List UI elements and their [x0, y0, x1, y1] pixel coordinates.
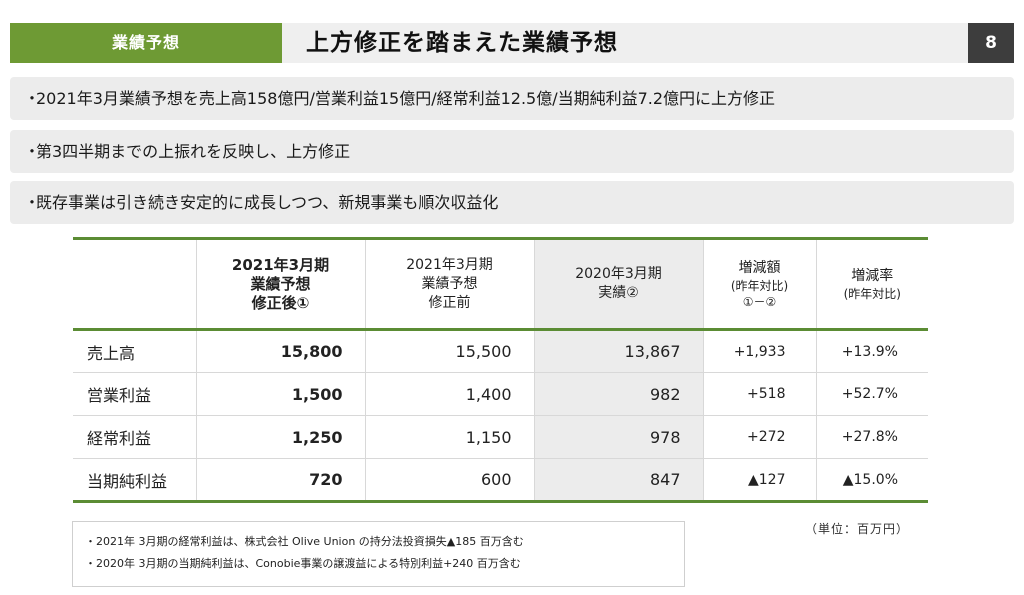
forecast-table: 2021年3月期 業績予想 修正後① 2021年3月期 業績予想 修正前 202… — [73, 237, 928, 503]
header-cell-rate: 増減率 (昨年対比) — [816, 238, 928, 331]
cell-revised: 15,800 — [196, 329, 366, 373]
bullet-item: 2021年3月業績予想を売上高158億円/営業利益15億円/経常利益12.5億/… — [10, 77, 1014, 120]
cell-diff: ▲127 — [703, 458, 817, 502]
cell-revised: 1,250 — [196, 415, 366, 459]
cell-rate: +27.8% — [816, 415, 928, 459]
unit-label: （単位：百万円） — [805, 522, 910, 536]
header-cell-previous: 2021年3月期 業績予想 修正前 — [365, 238, 535, 331]
bullet-item: 既存事業は引き続き安定的に成長しつつ、新規事業も順次収益化 — [10, 181, 1014, 224]
cell-rate: +52.7% — [816, 372, 928, 416]
section-tag: 業績予想 — [10, 23, 282, 63]
cell-actual: 847 — [534, 458, 704, 502]
cell-actual: 982 — [534, 372, 704, 416]
cell-actual: 13,867 — [534, 329, 704, 373]
footnote-box: ・2021年 3月期の経常利益は、株式会社 Olive Union の持分法投資… — [72, 521, 685, 587]
row-label: 当期純利益 — [73, 458, 197, 502]
cell-diff: +1,933 — [703, 329, 817, 373]
header-cell-actual: 2020年3月期 実績② — [534, 238, 704, 331]
row-label: 営業利益 — [73, 372, 197, 416]
bullet-item: 第3四半期までの上振れを反映し、上方修正 — [10, 130, 1014, 173]
table-header-row: 2021年3月期 業績予想 修正後① 2021年3月期 業績予想 修正前 202… — [73, 238, 928, 331]
header-cell-diff: 増減額 (昨年対比) ①－② — [703, 238, 817, 331]
cell-diff: +272 — [703, 415, 817, 459]
cell-diff: +518 — [703, 372, 817, 416]
table-row: 当期純利益 720 600 847 ▲127 ▲15.0% — [73, 458, 928, 502]
row-label: 売上高 — [73, 329, 197, 373]
page-number: 8 — [968, 23, 1014, 63]
cell-actual: 978 — [534, 415, 704, 459]
slide-header: 業績予想 上方修正を踏まえた業績予想 8 — [10, 23, 1014, 63]
cell-revised: 1,500 — [196, 372, 366, 416]
cell-rate: +13.9% — [816, 329, 928, 373]
table-row: 営業利益 1,500 1,400 982 +518 +52.7% — [73, 372, 928, 416]
page-title: 上方修正を踏まえた業績予想 — [306, 30, 618, 56]
row-label: 経常利益 — [73, 415, 197, 459]
cell-previous: 600 — [365, 458, 535, 502]
header-cell-empty — [73, 238, 197, 331]
table-row: 売上高 15,800 15,500 13,867 +1,933 +13.9% — [73, 329, 928, 373]
header-cell-revised: 2021年3月期 業績予想 修正後① — [196, 238, 366, 331]
cell-rate: ▲15.0% — [842, 471, 898, 488]
table-row: 経常利益 1,250 1,150 978 +272 +27.8% — [73, 415, 928, 459]
cell-revised: 720 — [196, 458, 366, 502]
footnote-line: ・2021年 3月期の経常利益は、株式会社 Olive Union の持分法投資… — [85, 535, 524, 548]
cell-previous: 1,400 — [365, 372, 535, 416]
cell-previous: 1,150 — [365, 415, 535, 459]
cell-previous: 15,500 — [365, 329, 535, 373]
footnote-line: ・2020年 3月期の当期純利益は、Conobie事業の譲渡益による特別利益+2… — [85, 557, 521, 570]
